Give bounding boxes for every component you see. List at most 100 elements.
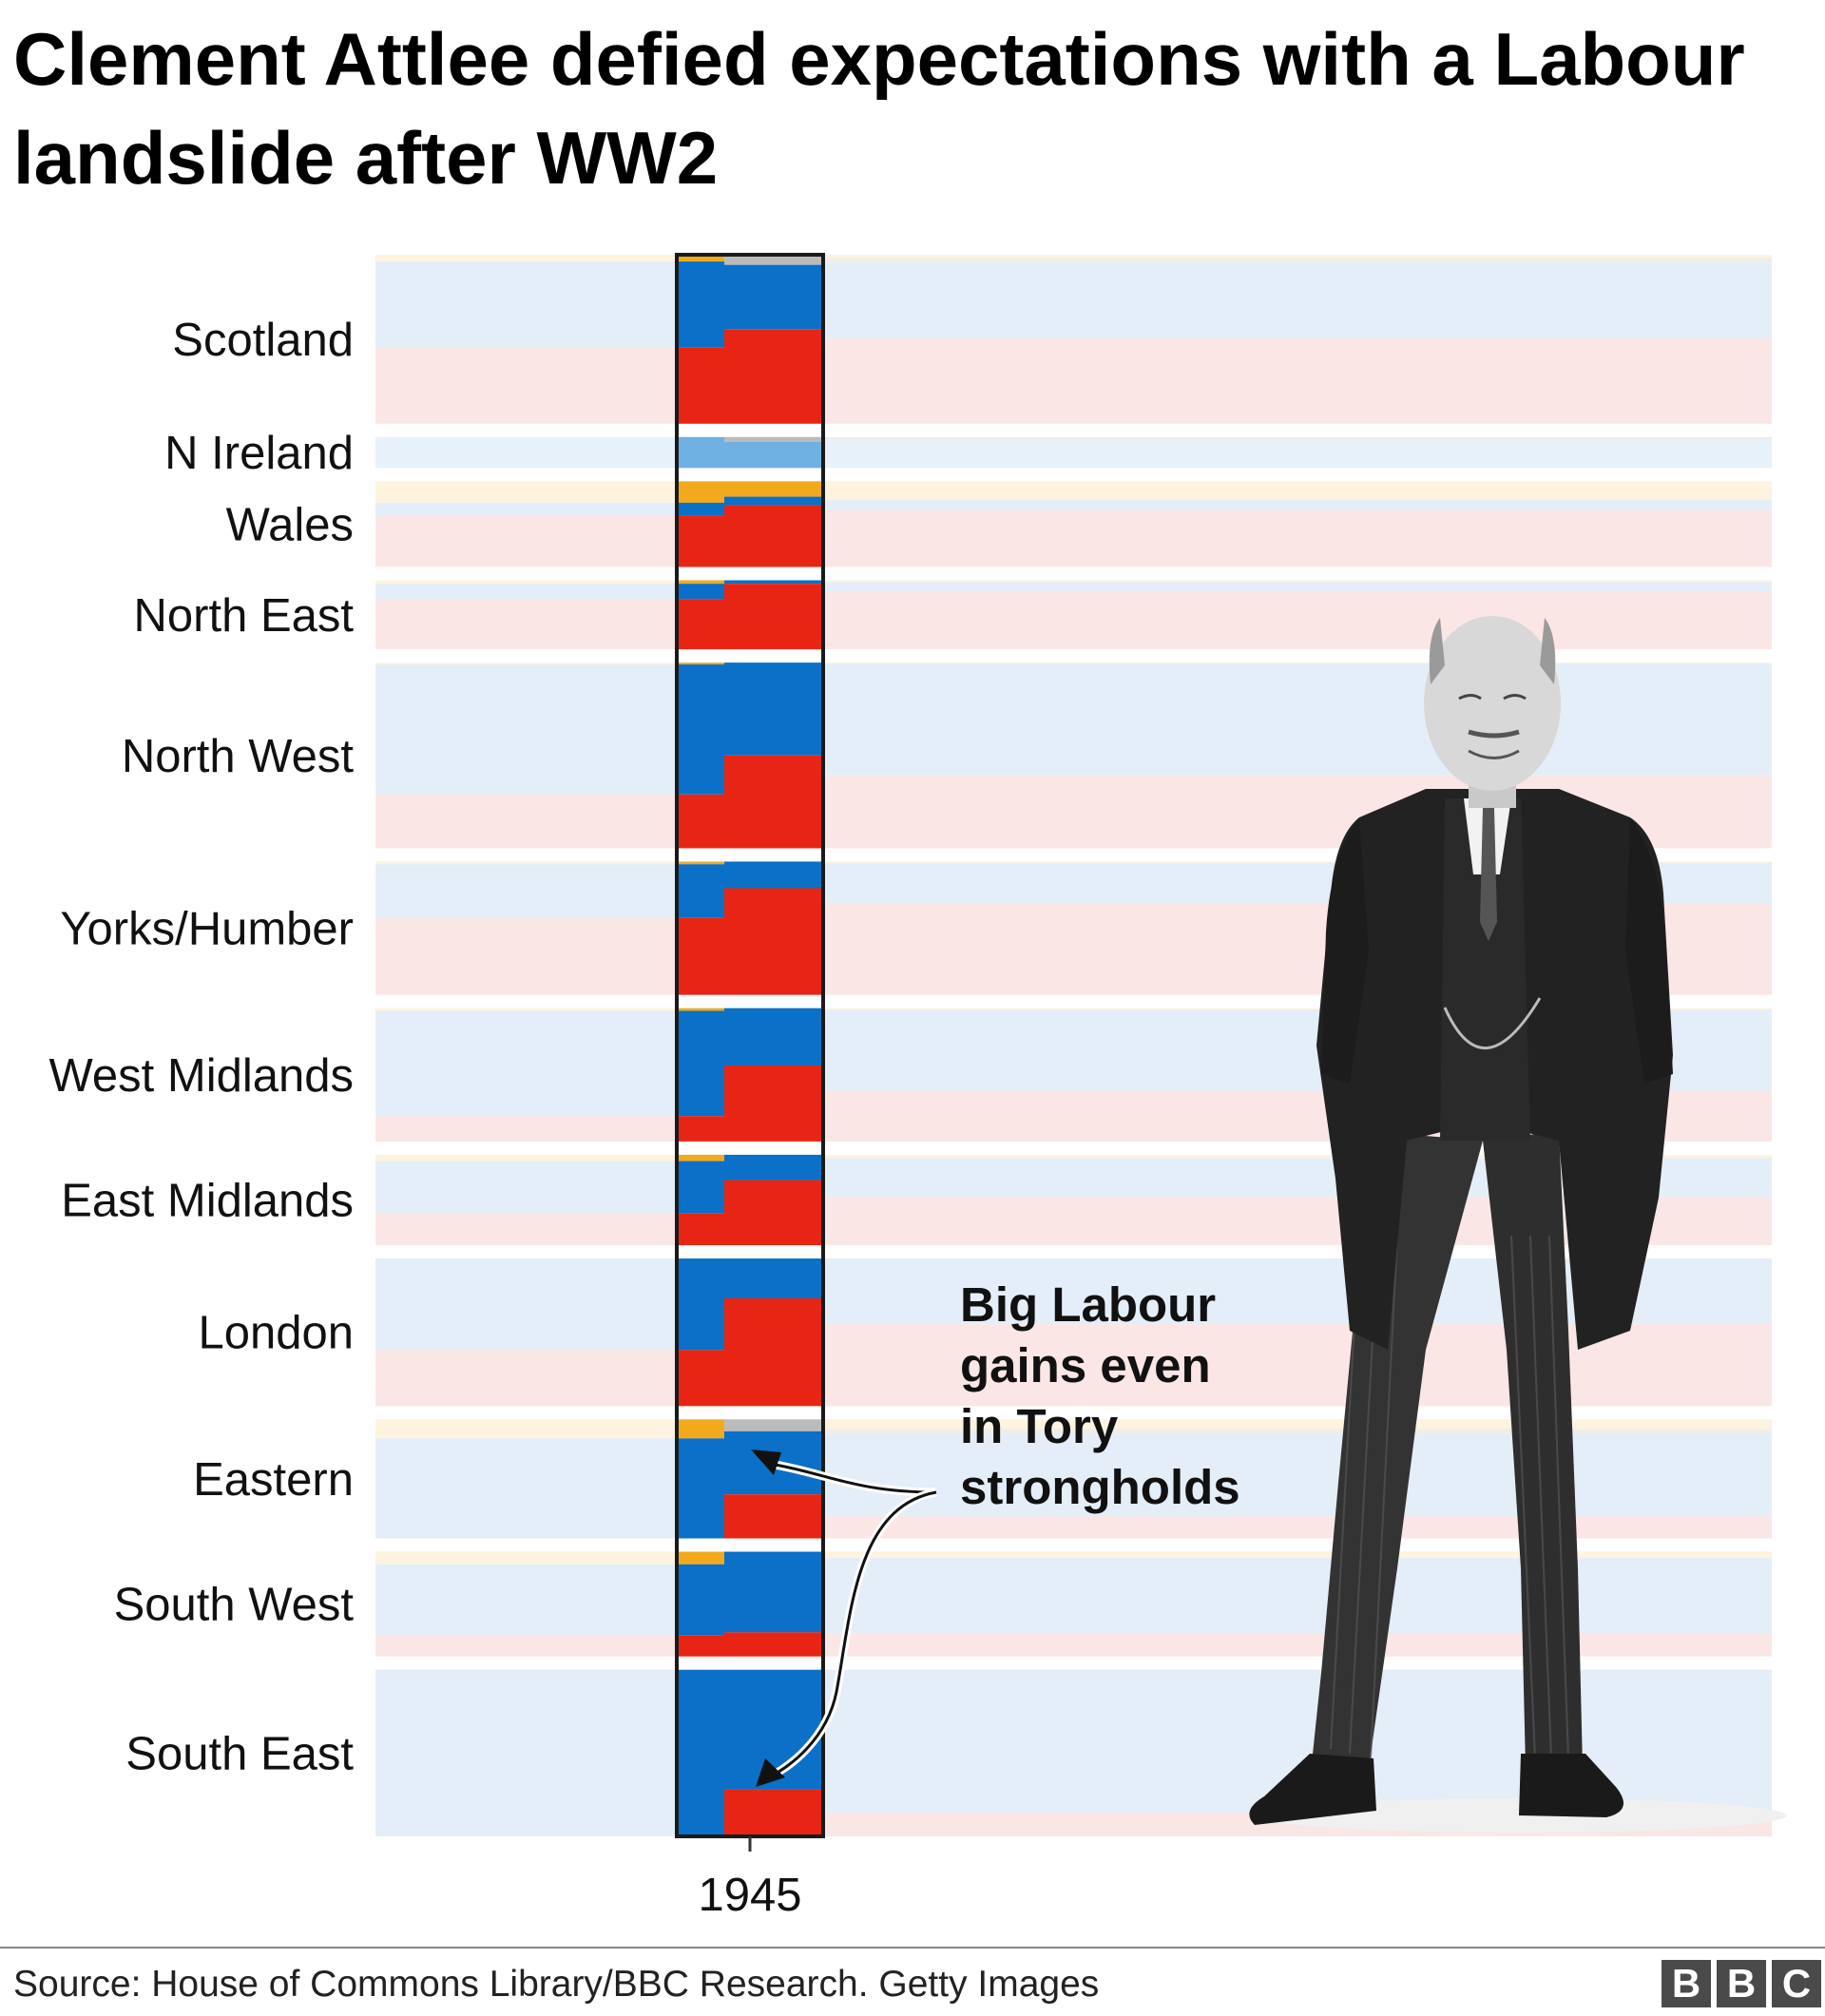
- bg-band-9-other: [823, 1429, 1772, 1435]
- bg-band-4-labour: [375, 794, 677, 849]
- bg-band-7-liberal: [823, 1154, 1772, 1159]
- seat-share-before-10-labour: [677, 1635, 724, 1657]
- left-shoe: [1249, 1754, 1376, 1825]
- bg-band-2-liberal: [823, 481, 1772, 500]
- seat-share-before-11-conservative: [677, 1669, 724, 1836]
- region-label: North East: [134, 590, 355, 642]
- bg-band-5-liberal: [823, 861, 1772, 863]
- seat-share-1945-8-labour: [724, 1297, 823, 1407]
- bg-band-7-labour: [375, 1213, 677, 1246]
- region-label: East Midlands: [61, 1175, 354, 1226]
- logo-letter: C: [1772, 1960, 1821, 2007]
- bg-band-0-conservative: [823, 262, 1772, 339]
- seat-share-before-5-labour: [677, 917, 724, 995]
- bg-band-9-conservative: [823, 1434, 1772, 1517]
- head: [1424, 616, 1561, 791]
- chart-area: Scotland N Ireland Wales North East North We…: [49, 253, 1787, 1921]
- region-label: Scotland: [172, 315, 354, 366]
- bg-band-0-labour: [823, 338, 1772, 424]
- seat-share-1945-2-conservative: [724, 496, 823, 506]
- seat-share-before-7-labour: [677, 1213, 724, 1246]
- bg-band-3-conservative: [375, 584, 677, 600]
- bg-band-7-liberal: [375, 1154, 677, 1162]
- bg-band-9-liberal: [375, 1419, 677, 1439]
- tie: [1480, 808, 1497, 941]
- bg-band-5-conservative: [375, 864, 677, 918]
- bg-band-4-liberal: [823, 662, 1772, 664]
- region-label: Wales: [226, 499, 354, 550]
- bg-band-6-liberal: [375, 1008, 677, 1011]
- seat-share-before-10-conservative: [677, 1564, 724, 1636]
- seat-share-before-3-labour: [677, 599, 724, 650]
- bg-band-4-conservative: [375, 664, 677, 795]
- bg-band-3-labour: [375, 599, 677, 650]
- seat-share-before-4-conservative: [677, 664, 724, 795]
- seat-share-before-0-labour: [677, 347, 724, 424]
- seat-share-1945-1-other: [724, 436, 823, 442]
- x-axis: 1945: [698, 1836, 802, 1921]
- left-trouser-leg: [1312, 1131, 1483, 1768]
- bg-band-2-conservative: [823, 499, 1772, 510]
- seat-share-before-6-liberal: [677, 1008, 724, 1011]
- bg-band-0-other: [823, 258, 1772, 263]
- region-label: South West: [114, 1580, 355, 1631]
- bg-band-6-labour: [375, 1116, 677, 1142]
- right-trouser-leg: [1483, 1131, 1583, 1768]
- region-label: N Ireland: [164, 428, 354, 479]
- bg-band-0-labour: [375, 347, 677, 424]
- seat-share-1945-1-ulster_unionist: [724, 441, 823, 469]
- seat-share-1945-0-labour: [724, 329, 823, 424]
- bg-band-5-labour: [375, 917, 677, 995]
- seat-share-before-1-ulster_unionist: [677, 436, 724, 469]
- footer-divider: [0, 1947, 1825, 1949]
- bg-band-1-ulster_unionist: [375, 436, 677, 469]
- seat-share-1945-9-other: [724, 1419, 823, 1431]
- bg-band-9-labour: [823, 1516, 1772, 1539]
- seat-share-1945-6-labour: [724, 1065, 823, 1142]
- seat-share-1945-8-conservative: [724, 1258, 823, 1298]
- annotation-line: strongholds: [960, 1460, 1240, 1514]
- bg-band-2-conservative: [375, 502, 677, 516]
- bg-band-4-conservative: [823, 663, 1772, 776]
- seat-share-1945-7-conservative: [724, 1154, 823, 1181]
- bg-band-8-labour: [823, 1324, 1772, 1407]
- bg-band-9-conservative: [375, 1438, 677, 1539]
- highlight-1945-column: [675, 253, 825, 1838]
- watch-chain: [1443, 997, 1542, 1049]
- bg-band-8-conservative: [375, 1258, 677, 1351]
- seat-share-1945-5-conservative: [724, 861, 823, 889]
- seat-share-1945-7-labour: [724, 1180, 823, 1246]
- right-shoe: [1519, 1754, 1623, 1817]
- seat-share-before-7-liberal: [677, 1154, 724, 1162]
- arrowhead-icon: [756, 1758, 785, 1787]
- x-tick-label: 1945: [698, 1870, 801, 1921]
- source-note: Source: House of Commons Library/BBC Res…: [13, 1964, 1100, 2005]
- seat-share-before-5-conservative: [677, 864, 724, 918]
- region-labels: Scotland N Ireland Wales North East North We…: [49, 315, 355, 1779]
- bbc-logo: B B C: [1662, 1960, 1821, 2007]
- seat-share-1945-0-other: [724, 255, 823, 265]
- attlee-photo: [1249, 616, 1787, 1833]
- seat-share-before-3-liberal: [677, 580, 724, 585]
- bg-band-2-liberal: [375, 481, 677, 503]
- bg-band-8-labour: [375, 1350, 677, 1407]
- logo-letter: B: [1662, 1960, 1711, 2007]
- bg-band-3-labour: [823, 591, 1772, 650]
- region-label: North West: [122, 731, 355, 782]
- bg-band-0-conservative: [375, 261, 677, 348]
- bg-band-0-liberal: [823, 255, 1772, 259]
- bg-band-10-labour: [823, 1634, 1772, 1657]
- seat-share-before-0-conservative: [677, 261, 724, 348]
- arrowhead-icon: [751, 1450, 781, 1475]
- seat-share-before-4-liberal: [677, 662, 724, 665]
- annotation-line: gains even: [960, 1338, 1211, 1392]
- bg-band-1-other: [823, 436, 1772, 440]
- bg-band-3-liberal: [823, 580, 1772, 583]
- seat-share-before-6-conservative: [677, 1010, 724, 1117]
- region-label: Eastern: [193, 1454, 354, 1506]
- annotation: Big Labour gains even in Tory stronghold…: [751, 1277, 1240, 1787]
- bg-band-5-liberal: [375, 861, 677, 865]
- seat-share-before-2-liberal: [677, 481, 724, 503]
- seat-share-1945-10-labour: [724, 1632, 823, 1657]
- bg-band-10-liberal: [823, 1551, 1772, 1559]
